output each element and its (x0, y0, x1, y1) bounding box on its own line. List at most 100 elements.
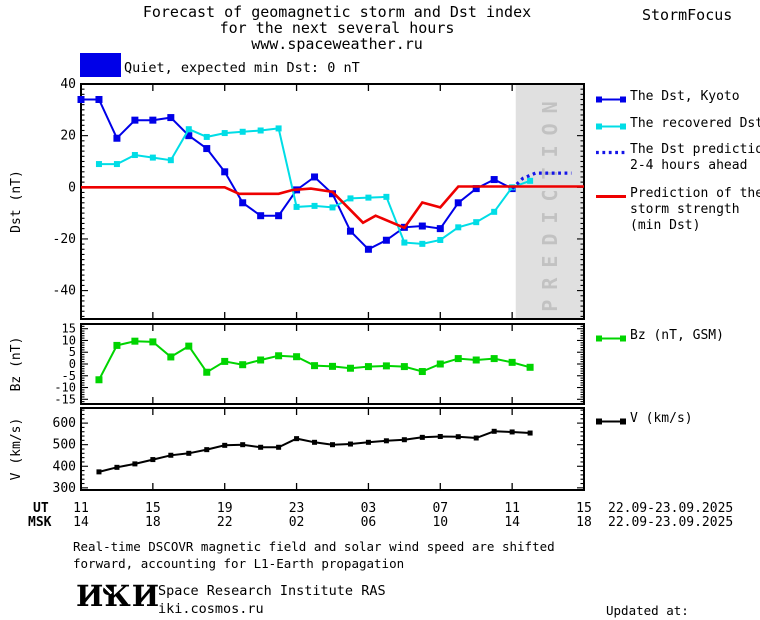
data-point-marker (275, 125, 282, 132)
data-point-marker (330, 442, 335, 448)
data-point-marker (294, 436, 300, 442)
x-axis-row-msk: MSK (28, 515, 52, 530)
data-point-marker (132, 461, 138, 467)
data-point-marker (527, 430, 533, 436)
data-point-marker (455, 434, 461, 440)
data-point-marker (258, 444, 264, 450)
legend-swatch-storm-prediction (595, 190, 627, 205)
data-point-marker (293, 203, 300, 210)
data-point-marker (436, 360, 444, 368)
v-panel: 600 500 400 300 V (km/s) (9, 407, 585, 496)
prediction-band (515, 84, 584, 319)
data-point-marker (257, 127, 264, 134)
x-tick-label-msk: 18 (576, 515, 592, 530)
dst-panel: PREDICTION 40 20 0 -20 -40 Dst (nT) (9, 77, 585, 320)
legend-label: The Dst, Kyoto (630, 89, 740, 104)
data-point-marker (311, 362, 319, 370)
data-point-marker (131, 337, 139, 345)
y-tick-label: 500 (53, 438, 76, 453)
data-point-marker (400, 363, 408, 371)
data-point-marker (113, 341, 121, 349)
data-point-marker (221, 357, 229, 365)
data-point-marker (276, 444, 282, 450)
data-point-marker (186, 450, 192, 456)
x-tick-label-ut: 19 (217, 501, 233, 516)
y-tick-label: 400 (53, 459, 76, 474)
y-axis-title: V (km/s) (9, 418, 24, 481)
data-point-marker (454, 355, 462, 363)
x-tick-label-msk: 06 (361, 515, 377, 530)
data-point-marker (312, 439, 318, 445)
page-title: Forecast of geomagnetic storm and Dst in… (97, 4, 577, 52)
x-tick-label-msk: 14 (504, 515, 520, 530)
series-line-bz_green (98, 340, 531, 381)
data-point-marker (240, 442, 246, 448)
title-line3: www.spaceweather.ru (251, 35, 423, 53)
data-point-marker (167, 353, 175, 361)
x-tick-label-ut: 23 (289, 501, 305, 516)
footnote-line1: Real-time DSCOVR magnetic field and sola… (73, 539, 555, 554)
data-point-marker (114, 464, 120, 470)
footnote: Real-time DSCOVR magnetic field and sola… (73, 538, 555, 572)
legend-label: Prediction of the (630, 186, 760, 201)
data-point-marker (221, 168, 229, 176)
data-point-marker (95, 376, 103, 384)
data-point-marker (418, 222, 426, 230)
data-point-marker (275, 352, 283, 360)
x-tick-label-msk: 14 (73, 515, 89, 530)
data-point-marker (401, 239, 408, 246)
quiet-status-swatch (80, 53, 121, 77)
legend-label: Bz (nT, GSM) (630, 328, 724, 343)
legend-item-dst-kyoto: The Dst, Kyoto (595, 89, 740, 108)
data-point-marker (239, 128, 246, 135)
data-point-marker (419, 240, 426, 247)
y-tick-label: -15 (54, 392, 76, 406)
data-point-marker (149, 116, 157, 124)
data-point-marker (365, 194, 372, 201)
legend-label: storm strength (630, 202, 740, 217)
data-point-marker (149, 338, 157, 346)
data-point-marker (275, 212, 283, 220)
data-point-marker (418, 368, 426, 376)
legend-label: The Dst prediction (630, 142, 760, 157)
data-point-marker (257, 212, 265, 220)
data-point-marker (509, 429, 515, 435)
data-point-marker (401, 437, 407, 443)
y-axis-title: Dst (nT) (9, 170, 24, 233)
series-line-v_black (98, 430, 531, 473)
x-tick-label-ut: 15 (576, 501, 592, 516)
legend-swatch-dst-kyoto (595, 93, 627, 108)
y-tick-label: 20 (60, 129, 76, 144)
y-tick-label: -20 (53, 232, 76, 247)
legend-item-recovered-dst: The recovered Dst (595, 116, 760, 135)
data-point-marker (454, 199, 462, 207)
data-point-marker (346, 364, 354, 372)
data-point-marker (347, 195, 354, 202)
data-point-marker (185, 132, 193, 140)
data-point-marker (131, 152, 138, 159)
data-point-marker (311, 202, 318, 209)
footnote-line2: forward, accounting for L1-Earth propaga… (73, 556, 405, 571)
legend-swatch-bz (595, 332, 627, 347)
date-range-ut: 22.09-23.09.2025 (608, 501, 733, 516)
iki-logo: ИКИ (76, 582, 160, 611)
data-point-marker (527, 177, 534, 184)
legend-swatch-dst-prediction (595, 146, 627, 161)
data-point-marker (222, 442, 228, 448)
x-tick-label-msk: 18 (145, 515, 161, 530)
x-tick-label-msk: 10 (432, 515, 448, 530)
title-line1: Forecast of geomagnetic storm and Dst in… (142, 3, 532, 21)
x-tick-label-ut: 07 (432, 501, 448, 516)
data-point-marker (96, 469, 102, 475)
data-point-marker (383, 193, 390, 200)
data-point-marker (437, 236, 444, 243)
data-point-marker (149, 154, 156, 161)
data-point-marker (239, 199, 247, 207)
legend-label: 2-4 hours ahead (630, 158, 748, 173)
data-point-marker (473, 435, 479, 441)
x-tick-label-msk: 22 (217, 515, 233, 530)
data-point-marker (150, 457, 156, 463)
y-tick-label: -10 (54, 381, 76, 395)
